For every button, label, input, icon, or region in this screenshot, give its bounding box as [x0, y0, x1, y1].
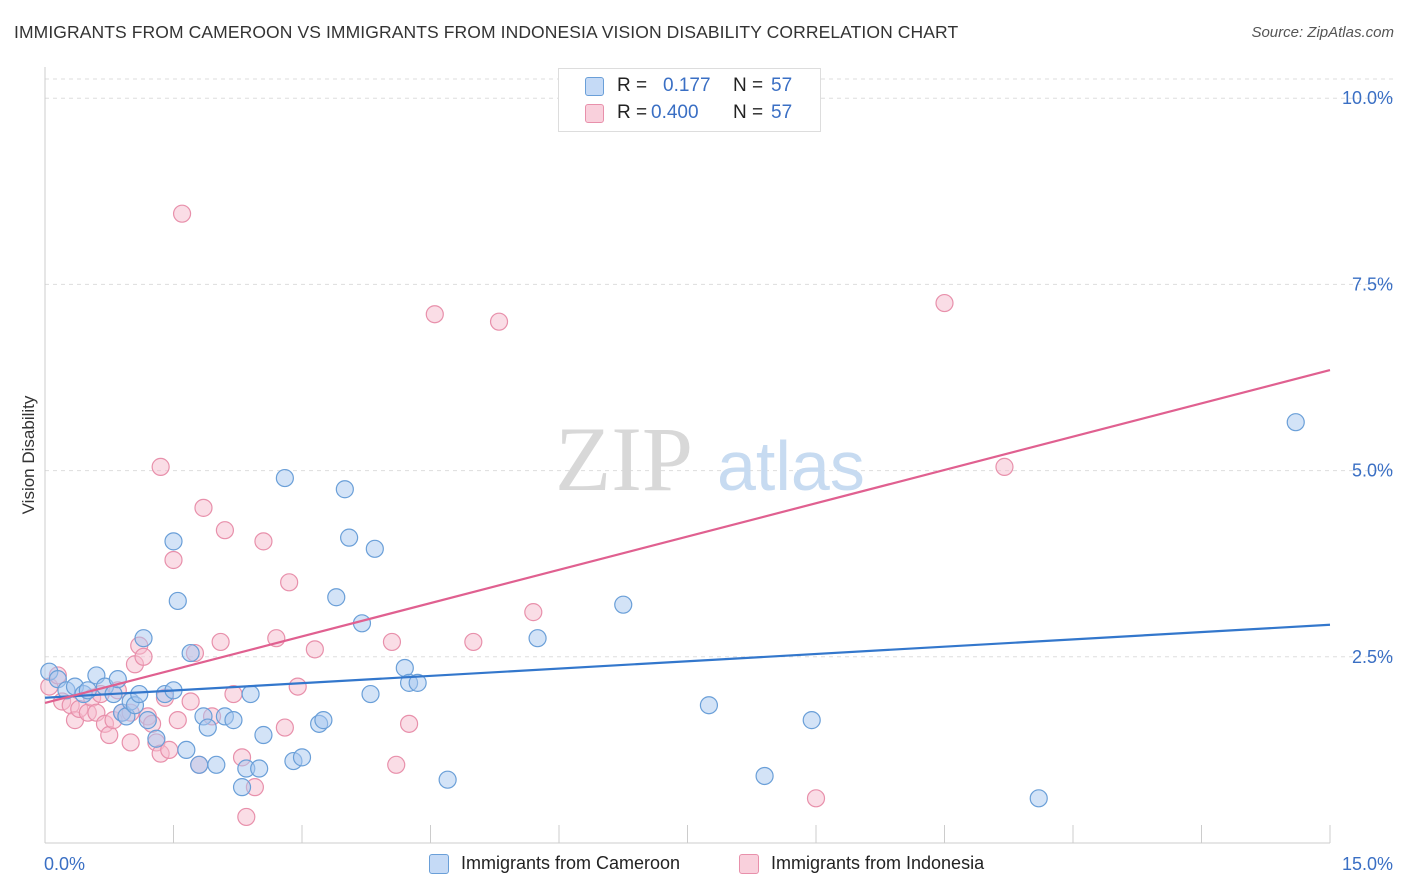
- indonesia-point: [280, 573, 299, 592]
- legend-r-label: R =: [617, 75, 648, 96]
- trend-lines: [44, 369, 1331, 705]
- cameroon-point: [802, 711, 821, 730]
- cameroon-trend-line: [44, 623, 1331, 699]
- legend-n-value-indonesia: 57: [771, 102, 793, 123]
- cameroon-point: [1286, 413, 1305, 432]
- indonesia-point: [121, 733, 140, 752]
- indonesia-point: [425, 305, 444, 324]
- legend-swatch-indonesia: [585, 104, 604, 123]
- cameroon-point: [1029, 789, 1048, 808]
- bottom-legend-label-indonesia: Immigrants from Indonesia: [771, 853, 985, 873]
- cameroon-point: [232, 778, 252, 797]
- cameroon-point: [340, 528, 359, 547]
- cameroon-point: [181, 643, 200, 663]
- grid-lines: [45, 78, 1395, 658]
- y-tick-label: 7.5%: [1352, 274, 1393, 294]
- bottom-legend-swatch-cameroon: [429, 854, 449, 874]
- axis-labels: 2.5% 5.0% 7.5% 10.0% 0.0% 15.0% Vision Disabil…: [19, 88, 1393, 874]
- cameroon-point: [528, 629, 547, 648]
- indonesia-point: [464, 632, 483, 652]
- cameroon-point: [138, 711, 157, 730]
- legend-row-indonesia: R = 0.400 N = 57: [559, 100, 820, 127]
- indonesia-point: [134, 647, 153, 666]
- indonesia-point: [995, 457, 1014, 476]
- axes: [44, 67, 1331, 844]
- indonesia-point: [382, 632, 402, 652]
- indonesia-point: [305, 640, 324, 659]
- chart-title: IMMIGRANTS FROM CAMEROON VS IMMIGRANTS F…: [14, 22, 959, 42]
- cameroon-point: [292, 748, 312, 767]
- cameroon-points: [40, 413, 1305, 808]
- cameroon-point: [134, 629, 153, 648]
- indonesia-point: [215, 521, 234, 540]
- indonesia-trend-line: [44, 369, 1331, 705]
- cameroon-point: [164, 532, 183, 551]
- indonesia-point: [288, 677, 307, 696]
- legend-r-value-cameroon: 0.177: [663, 75, 711, 96]
- indonesia-point: [237, 807, 256, 827]
- cameroon-point: [130, 684, 149, 704]
- legend-n-label: N =: [733, 75, 764, 96]
- legend-n-label: N =: [733, 102, 764, 123]
- indonesia-point: [935, 293, 954, 313]
- cameroon-point: [335, 480, 354, 499]
- cameroon-point: [314, 711, 333, 730]
- indonesia-point: [524, 603, 543, 622]
- cameroon-point: [254, 725, 273, 745]
- indonesia-point: [387, 755, 406, 774]
- y-axis-label: Vision Disability: [19, 395, 38, 514]
- y-tick-label: 2.5%: [1352, 647, 1393, 667]
- indonesia-point: [254, 532, 273, 551]
- indonesia-point: [275, 718, 294, 737]
- cameroon-point: [408, 673, 427, 692]
- cameroon-point: [365, 539, 384, 558]
- bottom-legend-label-cameroon: Immigrants from Cameroon: [461, 853, 681, 873]
- cameroon-point: [241, 684, 260, 704]
- indonesia-points: [40, 204, 1014, 827]
- stats-legend: R = 0.177 N = 57 R = 0.400 N = 57: [558, 68, 821, 132]
- cameroon-point: [198, 718, 217, 737]
- cameroon-point: [224, 711, 243, 730]
- cameroon-point: [327, 588, 346, 607]
- y-tick-label: 10.0%: [1342, 88, 1393, 108]
- indonesia-point: [172, 204, 192, 223]
- x-tick-label-max: 15.0%: [1342, 854, 1393, 874]
- cameroon-point: [438, 770, 457, 789]
- legend-n-value-cameroon: 57: [771, 75, 793, 96]
- cameroon-point: [614, 595, 633, 614]
- indonesia-point: [168, 711, 187, 730]
- indonesia-point: [151, 457, 170, 476]
- cameroon-point: [250, 759, 269, 778]
- cameroon-point: [168, 591, 187, 611]
- indonesia-point: [489, 312, 509, 331]
- y-tick-label: 5.0%: [1352, 461, 1393, 481]
- indonesia-point: [181, 692, 200, 711]
- indonesia-point: [194, 498, 213, 517]
- cameroon-point: [147, 729, 166, 748]
- cameroon-point: [361, 684, 380, 704]
- cameroon-point: [177, 740, 196, 760]
- legend-r-value-indonesia: 0.400: [651, 102, 699, 123]
- zipatlas-watermark: ZIP atlas: [555, 408, 865, 510]
- legend-row-cameroon: R = 0.177 N = 57: [559, 73, 820, 100]
- cameroon-point: [190, 755, 209, 774]
- legend-r-label: R =: [617, 102, 648, 123]
- cameroon-point: [699, 696, 719, 715]
- cameroon-point: [275, 468, 294, 488]
- watermark-zip: ZIP: [555, 408, 693, 510]
- indonesia-point: [806, 789, 826, 808]
- cameroon-point: [207, 755, 226, 774]
- bottom-legend-swatch-indonesia: [739, 854, 759, 874]
- source-credit: Source: ZipAtlas.com: [1251, 24, 1394, 41]
- x-tick-label-min: 0.0%: [44, 854, 85, 874]
- indonesia-point: [164, 550, 183, 570]
- indonesia-point: [211, 632, 230, 652]
- watermark-atlas: atlas: [717, 427, 865, 505]
- indonesia-point: [399, 714, 419, 733]
- legend-swatch-cameroon: [585, 77, 604, 96]
- cameroon-point: [755, 766, 774, 786]
